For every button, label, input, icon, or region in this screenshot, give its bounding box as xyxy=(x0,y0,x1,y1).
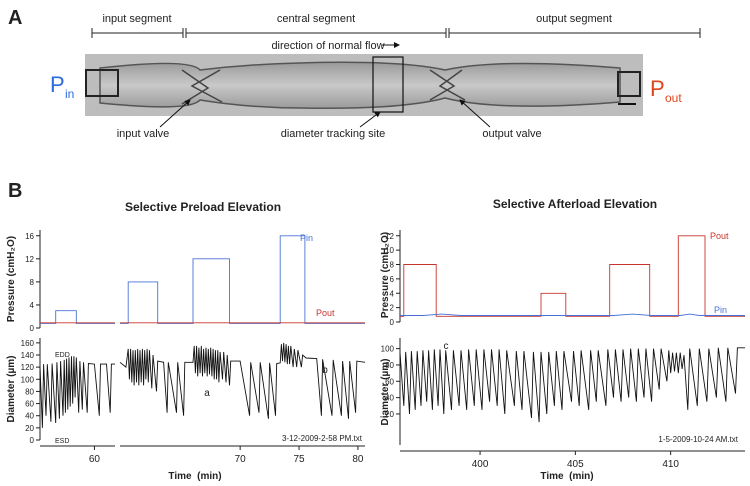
y-axis-label: Pressure (cmH₂O) xyxy=(6,236,17,322)
series-line xyxy=(400,235,745,317)
p-out-symbol: P xyxy=(650,76,665,101)
p-in-symbol: P xyxy=(50,72,65,97)
y-tick-label: 16 xyxy=(25,232,34,241)
chart-title: Selective Preload Elevation xyxy=(125,200,281,214)
y-tick-label: 20 xyxy=(25,424,34,433)
x-tick-label: 405 xyxy=(567,459,584,470)
y-tick-label: 20 xyxy=(385,410,394,419)
y-tick-label: 10 xyxy=(385,246,394,255)
y-tick-label: 100 xyxy=(381,345,395,354)
segment-label: output segment xyxy=(536,13,612,25)
segment-label: input segment xyxy=(102,13,171,25)
annotation: a xyxy=(204,388,210,399)
x-tick-label: 410 xyxy=(662,459,679,470)
y-tick-label: 40 xyxy=(385,394,394,403)
y-tick-label: 4 xyxy=(30,301,35,310)
valve-leaflets xyxy=(181,69,466,105)
annotation: b xyxy=(322,365,328,376)
y-tick-label: 100 xyxy=(21,375,35,384)
y-axis-label: Diameter (µm) xyxy=(6,356,17,423)
p-out-subscript: out xyxy=(665,91,682,105)
x-axis-label: Time (min) xyxy=(540,471,593,482)
series-label: Pin xyxy=(300,233,313,243)
panel-label: A xyxy=(8,7,22,29)
segment-brackets xyxy=(91,28,701,38)
series-line xyxy=(399,347,745,423)
annotation: 3-12-2009-2-58 PM.txt xyxy=(282,434,363,443)
y-tick-label: 4 xyxy=(390,289,395,298)
cannula xyxy=(617,71,641,97)
y-tick-label: 2 xyxy=(390,304,395,313)
y-tick-label: 8 xyxy=(30,278,35,287)
y-tick-label: 60 xyxy=(25,400,34,409)
cannula xyxy=(85,69,119,97)
y-tick-label: 60 xyxy=(385,377,394,386)
p-in-subscript: in xyxy=(65,87,74,101)
callout-arrow xyxy=(359,111,381,128)
callout: diameter tracking site xyxy=(281,128,386,140)
y-tick-label: 140 xyxy=(21,351,35,360)
chart-title: Selective Afterload Elevation xyxy=(493,197,657,211)
series-label: Pout xyxy=(710,231,729,241)
y-tick-label: 80 xyxy=(25,387,34,396)
callout-arrow xyxy=(159,99,191,128)
x-tick-label: 80 xyxy=(352,454,364,465)
annotation: 1-5-2009-10-24 AM.txt xyxy=(658,435,738,444)
y-axis-label: Pressure (cmH₂O) xyxy=(380,232,391,318)
y-tick-label: 0 xyxy=(30,436,35,445)
series-label: Pin xyxy=(714,305,727,315)
tracking-box xyxy=(372,56,404,113)
annotation: c xyxy=(444,341,449,352)
charts: 0 4 8 12 16 Selective Preload Elevation Pressu… xyxy=(6,197,745,482)
x-tick-label: 70 xyxy=(235,454,247,465)
y-tick-label: 160 xyxy=(21,339,35,348)
vessel xyxy=(99,61,621,110)
callout-arrow xyxy=(459,99,491,128)
y-axis-label: Diameter (µm) xyxy=(380,359,391,426)
callout: output valve xyxy=(482,128,541,140)
y-tick-label: 6 xyxy=(390,275,395,284)
x-tick-label: 400 xyxy=(472,459,489,470)
y-tick-label: 80 xyxy=(385,361,394,370)
y-tick-label: 12 xyxy=(25,255,34,264)
y-tick-label: 0 xyxy=(390,318,395,327)
segment-label: central segment xyxy=(277,13,355,25)
y-tick-label: 0 xyxy=(30,324,35,333)
panel-label: B xyxy=(8,180,22,202)
series-line xyxy=(40,310,115,324)
x-axis-label: Time (min) xyxy=(168,471,221,482)
y-tick-label: 8 xyxy=(390,261,395,270)
series-line xyxy=(39,356,115,428)
y-tick-label: 120 xyxy=(21,363,35,372)
flow-label: direction of normal flow xyxy=(271,40,384,52)
y-tick-label: 12 xyxy=(385,232,394,241)
series-line xyxy=(119,342,366,419)
annotation: EDD xyxy=(55,352,70,359)
x-tick-label: 60 xyxy=(89,454,101,465)
x-tick-label: 75 xyxy=(293,454,305,465)
callout: input valve xyxy=(117,128,170,140)
series-line xyxy=(400,313,745,316)
series-line xyxy=(120,235,365,324)
y-tick-label: 40 xyxy=(25,412,34,421)
annotation: ESD xyxy=(55,438,69,445)
series-label: Pout xyxy=(316,308,335,318)
